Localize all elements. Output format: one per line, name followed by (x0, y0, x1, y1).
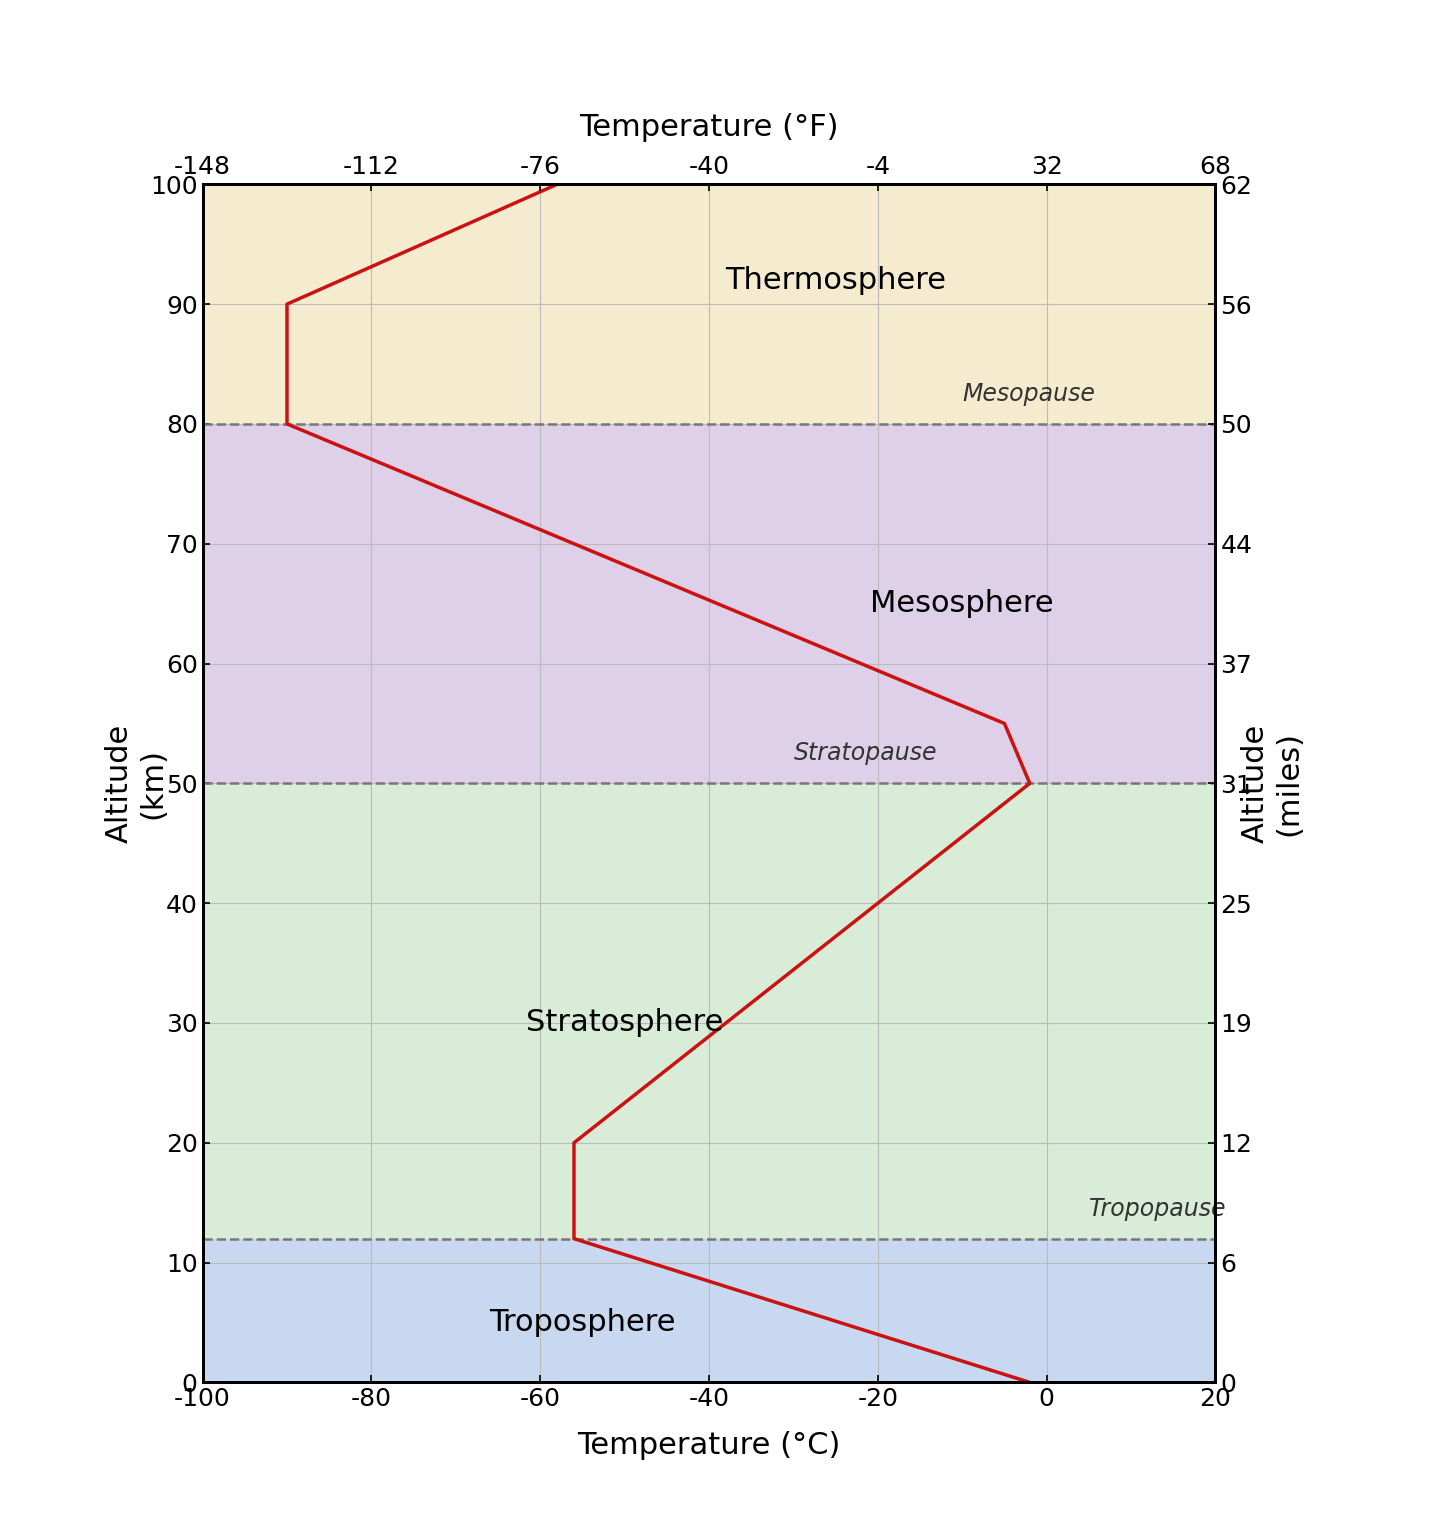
Text: Mesopause: Mesopause (962, 382, 1095, 406)
Text: Stratopause: Stratopause (793, 742, 938, 765)
Bar (203, 184, 1215, 424)
X-axis label: Temperature (°F): Temperature (°F) (579, 114, 839, 141)
Text: Troposphere: Troposphere (489, 1309, 676, 1336)
Bar (203, 783, 1215, 1238)
X-axis label: Temperature (°C): Temperature (°C) (577, 1430, 841, 1459)
Y-axis label: Altitude
(km): Altitude (km) (104, 723, 168, 843)
Text: Thermosphere: Thermosphere (725, 266, 946, 295)
Text: Mesosphere: Mesosphere (871, 590, 1053, 617)
Text: Tropopause: Tropopause (1090, 1197, 1227, 1221)
Y-axis label: Altitude
(miles): Altitude (miles) (1240, 723, 1304, 843)
Bar (203, 424, 1215, 783)
Bar (203, 1238, 1215, 1382)
Text: Stratosphere: Stratosphere (525, 1009, 724, 1037)
